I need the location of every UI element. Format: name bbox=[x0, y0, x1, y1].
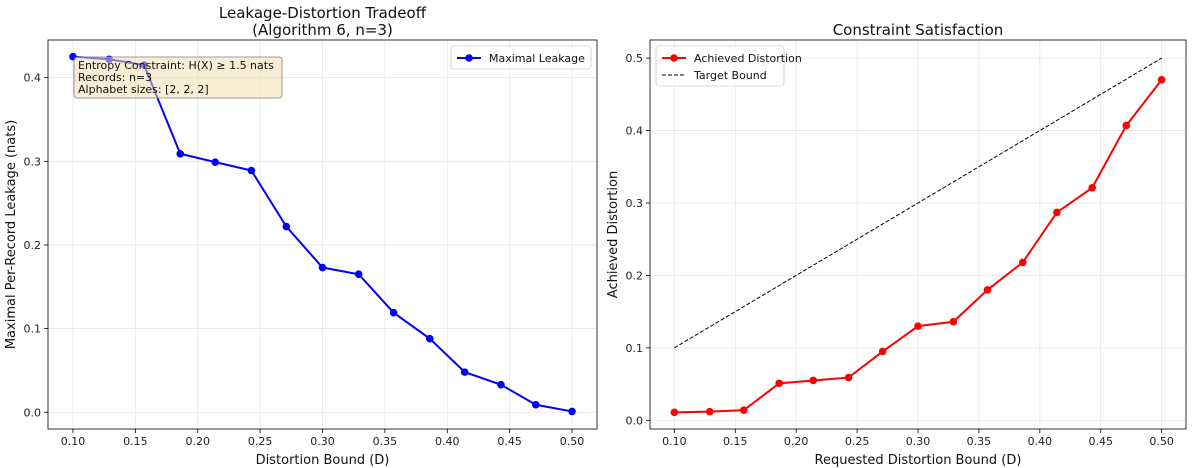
legend-box bbox=[655, 45, 785, 87]
data-point bbox=[670, 408, 679, 417]
data-point bbox=[1122, 121, 1131, 130]
x-tick-label: 0.15 bbox=[723, 435, 748, 448]
y-tick-label: 0.2 bbox=[626, 269, 644, 282]
data-point bbox=[426, 334, 434, 343]
legend-swatch-marker bbox=[670, 54, 678, 62]
x-axis-label: Distortion Bound (D) bbox=[256, 453, 390, 468]
data-point bbox=[318, 263, 327, 272]
legend: Achieved Distortion Target Bound bbox=[655, 45, 802, 87]
legend: Maximal Leakage bbox=[450, 45, 592, 70]
y-tick-label: 0.2 bbox=[24, 239, 42, 252]
x-tick-label: 0.30 bbox=[906, 435, 931, 448]
data-point bbox=[914, 322, 922, 330]
annotation-line: Alphabet sizes: [2, 2, 2] bbox=[78, 83, 209, 96]
data-point bbox=[354, 270, 363, 279]
data-point bbox=[983, 286, 992, 294]
legend-entry-label: Maximal Leakage bbox=[489, 52, 585, 65]
x-tick-label: 0.45 bbox=[1088, 435, 1113, 448]
x-tick-label: 0.20 bbox=[185, 435, 210, 448]
chart-subtitle: (Algorithm 6, n=3) bbox=[252, 21, 393, 39]
panel-1: 0.10 0.15 0.20 0.25 0.30 0.35 0.40 0.45 0.50 0.0 0… bbox=[4, 4, 598, 468]
data-point bbox=[389, 308, 398, 317]
legend-entry-label: Achieved Distortion bbox=[694, 52, 802, 65]
y-tick-label: 0.0 bbox=[24, 406, 42, 419]
x-tick-label: 0.15 bbox=[123, 435, 148, 448]
y-tick-label: 0.5 bbox=[626, 52, 644, 65]
data-point bbox=[1088, 183, 1096, 192]
data-point bbox=[844, 373, 853, 382]
series-line-2 bbox=[674, 57, 1162, 349]
legend-swatch-marker bbox=[465, 54, 473, 62]
legend-entry-label: Target Bound bbox=[693, 69, 767, 82]
x-tick-label: 0.50 bbox=[560, 435, 585, 448]
y-tick-label: 0.4 bbox=[626, 125, 644, 138]
data-point bbox=[809, 376, 818, 385]
x-tick-label: 0.35 bbox=[967, 435, 992, 448]
data-point bbox=[211, 158, 219, 166]
data-point bbox=[282, 222, 291, 231]
y-tick-label: 0.4 bbox=[24, 72, 42, 85]
x-tick-label: 0.30 bbox=[310, 435, 335, 448]
data-point bbox=[1018, 258, 1027, 267]
annotation-box bbox=[73, 56, 283, 99]
data-point bbox=[176, 149, 185, 158]
x-tick-label: 0.40 bbox=[1028, 435, 1053, 448]
x-tick-label: 0.40 bbox=[435, 435, 460, 448]
y-tick-label: 0.3 bbox=[24, 155, 42, 168]
data-point bbox=[568, 407, 576, 416]
chart-title: Leakage-Distortion Tradeoff bbox=[219, 4, 427, 22]
y-tick-label: 0.3 bbox=[626, 197, 644, 210]
data-point bbox=[532, 400, 540, 409]
y-tick-label: 0.1 bbox=[626, 342, 644, 355]
x-tick-label: 0.10 bbox=[662, 435, 687, 448]
x-tick-label: 0.25 bbox=[845, 435, 870, 448]
panel-2: 0.10 0.15 0.20 0.25 0.30 0.35 0.40 0.45 0.50 0.0 0… bbox=[606, 21, 1187, 468]
data-point bbox=[878, 347, 887, 356]
data-point bbox=[740, 406, 748, 414]
x-axis-label: Requested Distortion Bound (D) bbox=[815, 453, 1022, 468]
annotation-line: Records: n=3 bbox=[78, 71, 152, 84]
legend-box bbox=[450, 45, 592, 70]
x-tick-label: 0.25 bbox=[248, 435, 273, 448]
data-point bbox=[1053, 208, 1061, 217]
data-point bbox=[705, 407, 714, 416]
x-tick-label: 0.45 bbox=[497, 435, 522, 448]
data-point bbox=[1157, 76, 1166, 84]
y-tick-label: 0.0 bbox=[626, 414, 644, 427]
plot-frame bbox=[649, 39, 1187, 430]
data-point bbox=[775, 379, 783, 388]
data-point bbox=[949, 317, 958, 326]
x-tick-label: 0.20 bbox=[784, 435, 809, 448]
data-point bbox=[497, 380, 505, 389]
annotation-line: Entropy Constraint: H(X) ≥ 1.5 nats bbox=[78, 59, 274, 72]
plot-frame bbox=[47, 39, 598, 430]
y-tick-label: 0.1 bbox=[24, 323, 42, 336]
x-tick-label: 0.10 bbox=[61, 435, 86, 448]
data-point bbox=[247, 166, 256, 175]
data-point bbox=[460, 368, 469, 376]
chart-title: Constraint Satisfaction bbox=[833, 21, 1004, 39]
y-axis-label: Achieved Distortion bbox=[606, 171, 621, 298]
x-tick-label: 0.35 bbox=[373, 435, 398, 448]
annotation: Entropy Constraint: H(X) ≥ 1.5 natsRecor… bbox=[73, 56, 283, 99]
x-tick-label: 0.50 bbox=[1149, 435, 1174, 448]
y-axis-label: Maximal Per-Record Leakage (nats) bbox=[4, 120, 19, 349]
